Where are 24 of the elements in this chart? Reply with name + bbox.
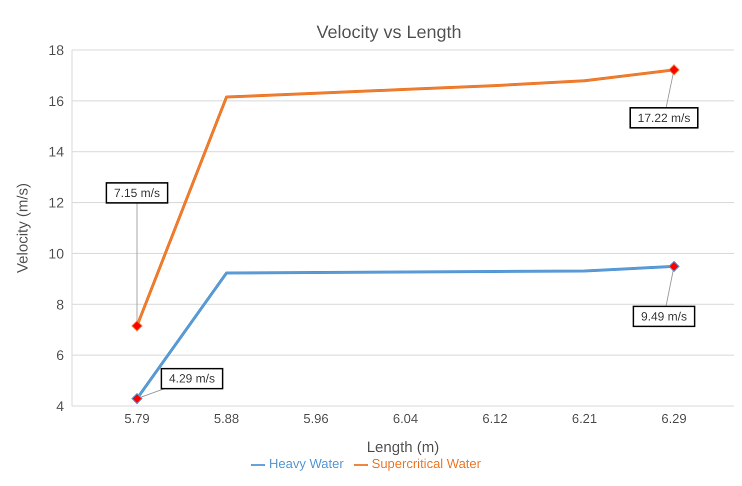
y-axis-title: Velocity (m/s) — [14, 182, 32, 274]
legend-label: Heavy Water — [269, 456, 344, 471]
x-tick-label: 6.12 — [482, 411, 508, 426]
legend-label: Supercritical Water — [372, 456, 481, 471]
y-tick-label: 18 — [48, 42, 64, 58]
data-label: 17.22 m/s — [638, 110, 690, 125]
x-tick-label: 6.04 — [392, 411, 418, 426]
x-axis-title: Length (m) — [366, 439, 440, 456]
y-tick-label: 8 — [56, 296, 64, 312]
x-tick-label: 5.79 — [124, 411, 150, 426]
y-tick-label: 16 — [48, 92, 64, 109]
x-tick-label: 5.88 — [214, 411, 240, 426]
y-tick-label: 6 — [56, 347, 64, 364]
y-tick-label: 10 — [48, 245, 64, 262]
x-tick-label: 6.21 — [572, 411, 598, 426]
x-tick-label: 6.29 — [661, 411, 687, 426]
x-tick-label: 5.96 — [303, 411, 329, 426]
y-tick-label: 14 — [48, 144, 64, 160]
data-label: 7.15 m/s — [114, 186, 160, 200]
chart-title: Velocity vs Length — [316, 22, 462, 42]
data-label: 9.49 m/s — [640, 309, 688, 324]
y-tick-label: 4 — [56, 398, 64, 414]
data-label: 4.29 m/s — [168, 372, 216, 386]
y-tick-label: 12 — [48, 194, 64, 211]
